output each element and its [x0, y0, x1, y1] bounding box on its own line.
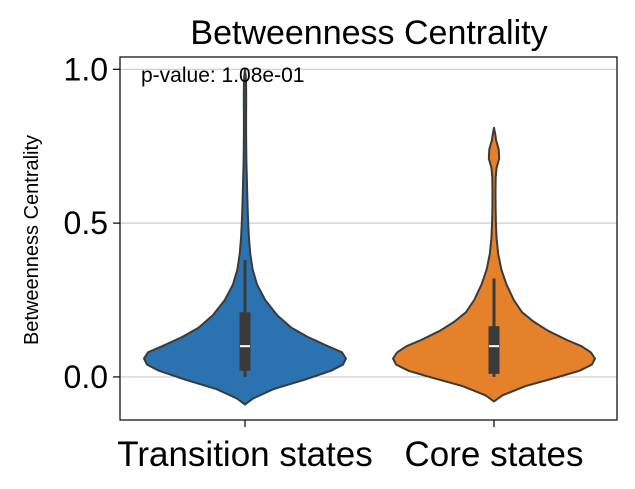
- x-ticks: Transition states Core states: [117, 420, 583, 474]
- violins: [143, 68, 596, 406]
- p-value-annotation: p-value: 1.08e-01: [141, 64, 304, 87]
- violin-body: [392, 126, 596, 403]
- y-tick-label: 0.5: [64, 205, 108, 241]
- x-tick-label: Core states: [405, 435, 584, 474]
- iqr-box: [239, 312, 251, 371]
- chart-title: Betweenness Centrality: [190, 14, 547, 52]
- y-ticks: 0.0 0.5 1.0: [64, 51, 120, 395]
- y-axis-label: Betweenness Centrality: [21, 135, 43, 345]
- plot-frame: [119, 56, 618, 421]
- y-tick-label: 0.0: [64, 359, 108, 395]
- y-tick-label: 1.0: [64, 51, 108, 87]
- violin-body: [143, 68, 347, 406]
- x-tick-label: Transition states: [117, 435, 372, 474]
- iqr-box: [488, 326, 500, 374]
